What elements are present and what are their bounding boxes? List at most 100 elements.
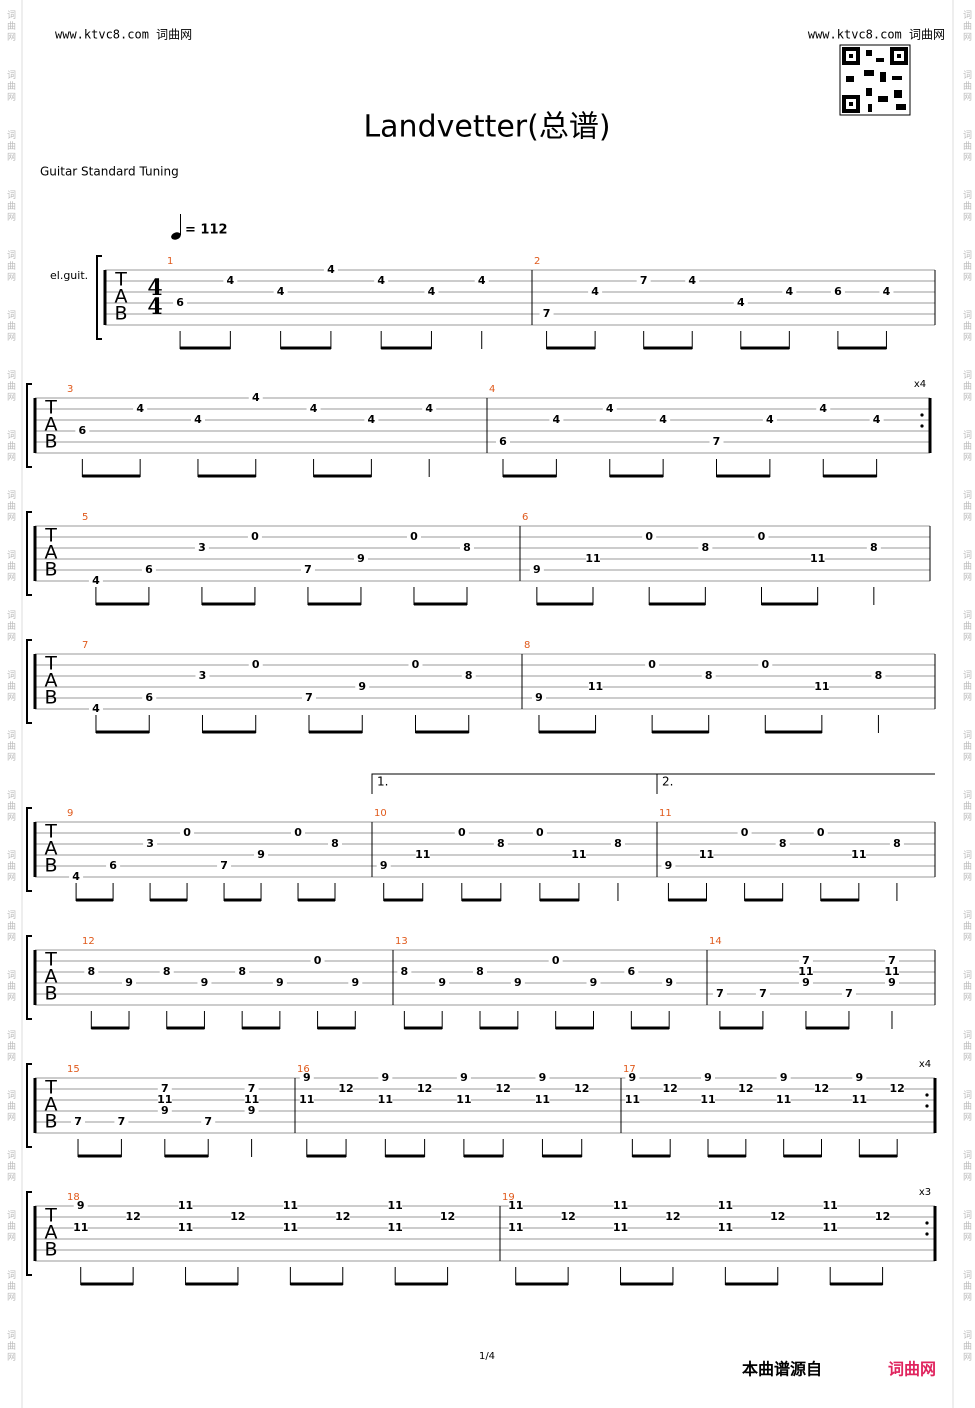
fret-number: 11 xyxy=(178,1221,193,1234)
fret-bg xyxy=(709,436,724,448)
fret-number: 6 xyxy=(499,435,507,448)
fret-bg xyxy=(875,1211,890,1223)
watermark: 词曲网 xyxy=(5,1090,15,1123)
fret-number: 12 xyxy=(665,1210,680,1223)
fret-bg xyxy=(244,1083,259,1095)
fret-number: 9 xyxy=(380,859,388,872)
fret-bg xyxy=(561,1211,576,1223)
fret-bg xyxy=(586,977,601,989)
site-right: www.ktvc8.com 词曲网 xyxy=(808,28,945,42)
fret-number: 11 xyxy=(244,1093,259,1106)
fret-bg xyxy=(823,1222,838,1234)
fret-number: 4 xyxy=(478,274,486,287)
fret-bg xyxy=(798,977,813,989)
fret-bg xyxy=(88,703,103,715)
tab-clef: T xyxy=(114,269,127,291)
fret-bg xyxy=(508,1200,523,1212)
fret-number: 7 xyxy=(759,987,767,1000)
fret-bg xyxy=(422,403,437,415)
fret-bg xyxy=(754,531,769,543)
fret-bg xyxy=(775,838,790,850)
fret-bg xyxy=(636,275,651,287)
fret-bg xyxy=(248,392,263,404)
system-bracket xyxy=(26,935,32,1020)
fret-bg xyxy=(663,1083,678,1095)
fret-bg xyxy=(762,414,777,426)
measure-number: 2 xyxy=(534,256,540,267)
fret-number: 11 xyxy=(699,848,714,861)
fret-number: 3 xyxy=(198,541,206,554)
fret-bg xyxy=(588,286,603,298)
fret-number: 0 xyxy=(761,658,769,671)
fret-number: 0 xyxy=(758,530,766,543)
watermark: 词曲网 xyxy=(5,190,15,223)
watermark: 词曲网 xyxy=(961,610,971,643)
fret-number: 11 xyxy=(283,1221,298,1234)
fret-number: 4 xyxy=(553,413,561,426)
fret-number: 9 xyxy=(802,976,810,989)
fret-bg xyxy=(435,977,450,989)
fret-bg xyxy=(814,1083,829,1095)
fret-bg xyxy=(364,414,379,426)
fret-number: 7 xyxy=(640,274,648,287)
watermark: 词曲网 xyxy=(5,130,15,163)
tab-clef: B xyxy=(44,1111,57,1133)
fret-bg xyxy=(143,838,158,850)
fret-number: 0 xyxy=(648,658,656,671)
fret-bg xyxy=(474,275,489,287)
fret-number: 8 xyxy=(163,965,171,978)
watermark: 词曲网 xyxy=(961,1270,971,1303)
fret-number: 0 xyxy=(183,826,191,839)
fret-bg xyxy=(272,977,287,989)
fret-bg xyxy=(782,286,797,298)
fret-bg xyxy=(173,297,188,309)
fret-bg xyxy=(69,871,84,883)
fret-number: 8 xyxy=(238,965,246,978)
tempo-note xyxy=(171,214,181,240)
fret-number: 8 xyxy=(875,669,883,682)
fret-number: 11 xyxy=(178,1199,193,1212)
watermark: 词曲网 xyxy=(5,1030,15,1063)
measure-number: 19 xyxy=(502,1192,515,1203)
fret-number: 6 xyxy=(109,859,117,872)
fret-number: 4 xyxy=(194,413,202,426)
watermark: 词曲网 xyxy=(961,850,971,883)
repeat-count: x4 xyxy=(919,1059,931,1070)
fret-number: 9 xyxy=(358,680,366,693)
watermark: 词曲网 xyxy=(961,1030,971,1063)
measure-number: 11 xyxy=(659,808,672,819)
watermark: 词曲网 xyxy=(961,190,971,223)
watermark: 词曲网 xyxy=(5,10,15,43)
fret-number: 12 xyxy=(574,1082,589,1095)
fret-bg xyxy=(178,1200,193,1212)
fret-number: 11 xyxy=(700,1093,715,1106)
measure-number: 16 xyxy=(297,1064,310,1075)
fret-number: 6 xyxy=(145,691,153,704)
fret-number: 11 xyxy=(625,1093,640,1106)
tab-clef: B xyxy=(114,303,127,325)
fret-bg xyxy=(283,1200,298,1212)
watermark: 词曲网 xyxy=(961,790,971,823)
fret-number: 0 xyxy=(741,826,749,839)
fret-number: 12 xyxy=(890,1082,905,1095)
fret-number: 4 xyxy=(766,413,774,426)
fret-bg xyxy=(178,1222,193,1234)
tab-clef: T xyxy=(44,397,57,419)
tab-clef: B xyxy=(44,431,57,453)
fret-bg xyxy=(852,1072,867,1084)
fret-number: 8 xyxy=(614,837,622,850)
fret-bg xyxy=(291,827,306,839)
fret-bg xyxy=(201,1116,216,1128)
fret-bg xyxy=(71,1116,86,1128)
fret-number: 12 xyxy=(496,1082,511,1095)
fret-bg xyxy=(852,1094,867,1106)
watermark: 词曲网 xyxy=(5,730,15,763)
fret-number: 11 xyxy=(388,1221,403,1234)
tab-clef: A xyxy=(45,1094,58,1116)
fret-bg xyxy=(586,553,601,565)
fret-bg xyxy=(642,531,657,543)
fret-bg xyxy=(712,988,727,1000)
fret-number: 9 xyxy=(161,1104,169,1117)
